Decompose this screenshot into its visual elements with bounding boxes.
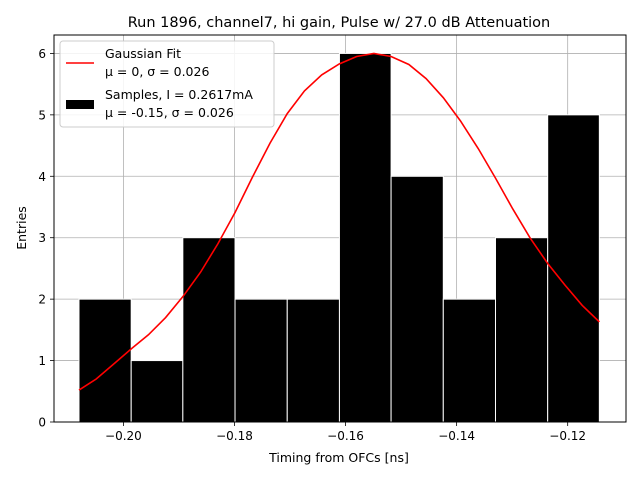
y-tick-label: 4 bbox=[38, 170, 46, 184]
x-tick-label: −0.20 bbox=[105, 429, 142, 443]
plot-frame bbox=[53, 34, 627, 423]
histogram-bar bbox=[182, 237, 236, 423]
histogram-bar bbox=[286, 298, 340, 423]
y-axis-label: Entries bbox=[14, 206, 29, 250]
legend-fit-label: Gaussian Fit bbox=[105, 46, 181, 61]
y-tick-label: 5 bbox=[38, 108, 46, 122]
y-axis-ticks: 0 1 2 3 4 5 6 bbox=[38, 47, 54, 430]
x-tick-label: −0.16 bbox=[327, 429, 364, 443]
histogram-bar bbox=[234, 298, 288, 423]
fit-curve-layer bbox=[78, 52, 600, 391]
histogram-bar bbox=[547, 114, 600, 423]
histogram-bar bbox=[130, 360, 184, 423]
legend-patch-swatch bbox=[66, 100, 94, 109]
legend-fit-stats: μ = 0, σ = 0.026 bbox=[105, 64, 209, 79]
chart-title: Run 1896, channel7, hi gain, Pulse w/ 27… bbox=[128, 15, 551, 31]
gaussian-fit-line bbox=[78, 52, 600, 391]
histogram-bar bbox=[338, 52, 392, 423]
legend: Gaussian Fit μ = 0, σ = 0.026 Samples, I… bbox=[59, 40, 275, 128]
histogram-bar bbox=[390, 175, 444, 423]
histogram-bar bbox=[442, 298, 496, 423]
y-tick-label: 1 bbox=[38, 354, 46, 368]
legend-samples-stats: μ = -0.15, σ = 0.026 bbox=[105, 105, 234, 120]
legend-box bbox=[59, 40, 275, 128]
y-tick-label: 3 bbox=[38, 231, 46, 245]
histogram-bar bbox=[494, 237, 549, 423]
y-tick-label: 6 bbox=[38, 47, 46, 61]
y-tick-label: 2 bbox=[38, 293, 46, 307]
x-tick-label: −0.14 bbox=[438, 429, 475, 443]
legend-samples-label: Samples, I = 0.2617mA bbox=[105, 87, 253, 102]
x-axis-label: Timing from OFCs [ns] bbox=[268, 450, 409, 465]
histogram-bars bbox=[78, 52, 600, 423]
x-axis-ticks: −0.20 −0.18 −0.16 −0.14 −0.12 bbox=[105, 422, 586, 443]
x-tick-label: −0.18 bbox=[216, 429, 253, 443]
histogram-bar bbox=[78, 298, 132, 423]
x-tick-label: −0.12 bbox=[549, 429, 586, 443]
y-tick-label: 0 bbox=[38, 416, 46, 430]
